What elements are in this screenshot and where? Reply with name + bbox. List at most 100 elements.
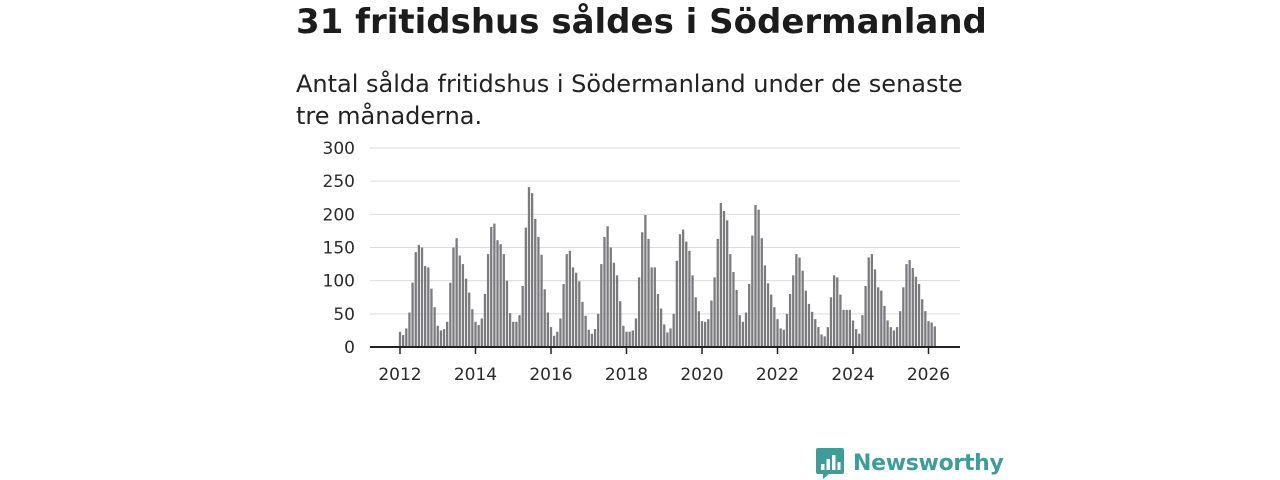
bar bbox=[653, 267, 656, 347]
bar bbox=[722, 211, 726, 347]
bar bbox=[832, 275, 836, 347]
bar bbox=[858, 333, 861, 347]
bar bbox=[707, 319, 710, 347]
bar bbox=[792, 275, 795, 347]
bar bbox=[921, 299, 924, 347]
bar bbox=[713, 277, 716, 347]
bar bbox=[398, 331, 402, 347]
y-axis: 0 50 100 150 200 250 300 bbox=[323, 139, 355, 358]
bar bbox=[631, 330, 634, 347]
bar bbox=[622, 325, 625, 347]
bar bbox=[562, 283, 565, 347]
bar bbox=[471, 309, 474, 347]
bar bbox=[436, 325, 439, 347]
bar bbox=[905, 264, 908, 347]
bar bbox=[883, 305, 886, 347]
y-tick-label-100: 100 bbox=[323, 272, 355, 292]
bar bbox=[817, 327, 820, 347]
brand-name: Newsworthy bbox=[853, 450, 1004, 476]
gridlines bbox=[370, 147, 960, 315]
bar bbox=[845, 309, 848, 347]
bar bbox=[924, 311, 927, 347]
y-tick-label-150: 150 bbox=[323, 239, 355, 259]
bar bbox=[895, 327, 899, 347]
bar bbox=[685, 241, 688, 347]
bar bbox=[867, 257, 870, 347]
bar bbox=[411, 282, 414, 347]
bar bbox=[537, 236, 540, 347]
bar bbox=[458, 255, 461, 347]
bar bbox=[549, 327, 553, 347]
bar bbox=[615, 275, 619, 347]
bar bbox=[512, 321, 515, 347]
bar bbox=[420, 247, 424, 347]
newsworthy-logo-icon bbox=[816, 448, 844, 479]
x-tick-label-2026: 2026 bbox=[907, 365, 950, 385]
bar bbox=[565, 254, 568, 347]
bar-chart: 2012 2014 2016 2018 2020 2022 2024 2026 0 50 100 1… bbox=[323, 0, 960, 385]
bar bbox=[584, 315, 587, 347]
bar bbox=[917, 283, 921, 347]
bar bbox=[766, 283, 770, 347]
bar bbox=[914, 276, 918, 347]
bar bbox=[927, 321, 930, 347]
x-tick-label-2016: 2016 bbox=[529, 365, 572, 385]
bar bbox=[543, 289, 546, 347]
bar bbox=[773, 307, 776, 347]
bar bbox=[788, 293, 792, 347]
bar bbox=[540, 254, 543, 347]
bar bbox=[414, 252, 417, 347]
y-tick-label-0: 0 bbox=[344, 338, 355, 358]
bar bbox=[474, 321, 477, 347]
bar bbox=[681, 229, 685, 347]
x-tick-label-2020: 2020 bbox=[680, 365, 723, 385]
bar bbox=[530, 193, 534, 347]
bar bbox=[842, 309, 845, 347]
bar bbox=[729, 254, 732, 347]
bar bbox=[634, 318, 638, 347]
bar bbox=[823, 336, 826, 347]
bar bbox=[587, 329, 590, 347]
bar bbox=[770, 294, 773, 347]
bar bbox=[644, 215, 647, 347]
bar bbox=[502, 254, 505, 347]
bar bbox=[496, 240, 499, 347]
bar bbox=[439, 330, 443, 347]
bar bbox=[864, 285, 867, 347]
bar bbox=[744, 312, 748, 347]
bar bbox=[798, 257, 801, 347]
bar bbox=[732, 272, 735, 347]
bar bbox=[534, 218, 537, 347]
bar bbox=[433, 307, 436, 347]
bar bbox=[710, 300, 713, 347]
bar bbox=[641, 232, 644, 347]
bar bbox=[911, 268, 914, 347]
x-tick-label-2012: 2012 bbox=[378, 365, 421, 385]
bar bbox=[782, 329, 785, 347]
chart-subtitle: Antal sålda fritidshus i Södermanland un… bbox=[296, 70, 963, 130]
page-title: 31 fritidshus såldes i Södermanland bbox=[296, 2, 987, 42]
bar bbox=[600, 264, 603, 347]
bar bbox=[795, 254, 798, 347]
bar bbox=[785, 313, 789, 347]
bar bbox=[691, 275, 694, 347]
bar bbox=[801, 270, 804, 347]
bar bbox=[807, 303, 811, 347]
y-tick-label-50: 50 bbox=[333, 305, 355, 325]
x-tick-label-2022: 2022 bbox=[756, 365, 799, 385]
bar bbox=[515, 321, 518, 347]
bar-series bbox=[398, 187, 936, 347]
bar bbox=[659, 308, 663, 347]
bar bbox=[848, 309, 851, 347]
bar bbox=[666, 332, 669, 347]
bar bbox=[763, 265, 767, 347]
bar bbox=[741, 321, 745, 347]
bar bbox=[483, 293, 487, 347]
bar bbox=[619, 301, 622, 347]
bar bbox=[546, 312, 549, 347]
bar bbox=[672, 313, 675, 347]
bar bbox=[908, 260, 911, 347]
bar bbox=[597, 313, 600, 347]
bar bbox=[726, 220, 729, 347]
bar bbox=[464, 278, 468, 347]
